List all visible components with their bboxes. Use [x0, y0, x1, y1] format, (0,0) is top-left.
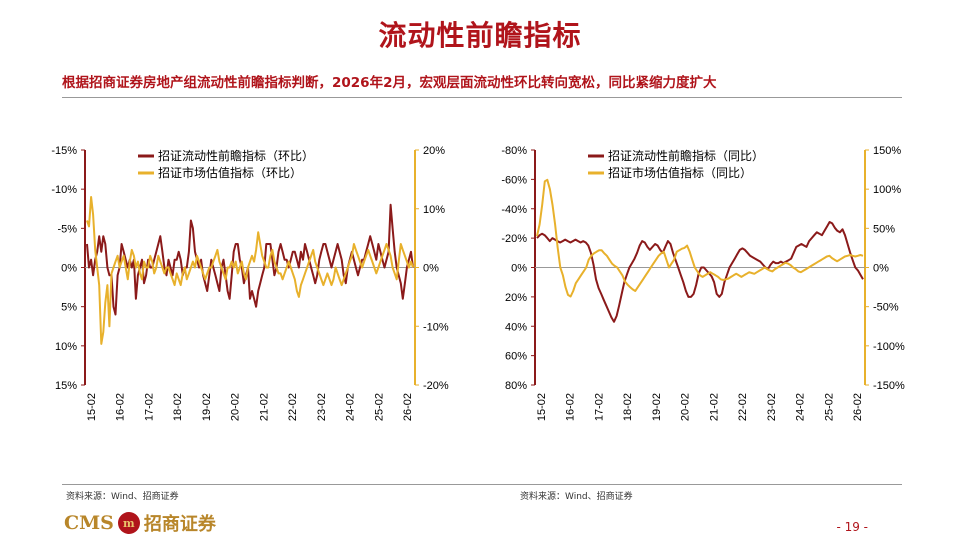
left-chart-x-tick-label: 21-02: [258, 393, 270, 421]
left-chart-legend-label-liquidity: 招证流动性前瞻指标（环比）: [158, 148, 314, 163]
right-chart-x-tick-label: 18-02: [622, 393, 634, 421]
right-chart-x-tick-label: 22-02: [737, 393, 749, 421]
left-chart-right-tick-label: -10%: [423, 321, 449, 333]
right-chart-x-tick-label: 15-02: [536, 393, 548, 421]
left-chart-left-tick-label: -15%: [51, 145, 77, 157]
right-chart-legend-label-valuation: 招证市场估值指标（同比）: [608, 165, 752, 180]
right-chart-series-valuation-line: [536, 178, 864, 298]
right-chart-x-tick-label: 26-02: [852, 393, 864, 421]
chart-right: -80% -60% -40% -20% 0% 20% 40% 60% 80% 150% 100% 50…: [501, 145, 905, 421]
right-chart-left-tick-label: -60%: [501, 174, 527, 186]
left-chart-x-tick-label: 26-02: [402, 393, 414, 421]
logo-cn-text: 招商证券: [143, 514, 216, 535]
left-chart-left-tick-label: 15%: [55, 380, 77, 392]
left-chart-x-tick-label: 16-02: [115, 393, 127, 421]
left-chart-right-tick-label: 10%: [423, 204, 445, 216]
page-subtitle: 根据招商证券房地产组流动性前瞻指标判断，2026年2月，宏观层面流动性环比转向宽…: [62, 75, 717, 91]
right-chart-x-tick-label: 17-02: [593, 393, 605, 421]
left-chart-right-tick-label: -20%: [423, 380, 449, 392]
right-chart-right-tick-label: 100%: [873, 184, 901, 196]
left-chart-x-tick-label: 23-02: [316, 393, 328, 421]
right-chart-x-tick-label: 19-02: [651, 393, 663, 421]
left-chart-left-tick-label: 0%: [61, 263, 77, 275]
right-chart-x-tick-label: 20-02: [680, 393, 692, 421]
right-chart-right-tick-label: -100%: [873, 341, 905, 353]
left-chart-x-tick-label: 17-02: [143, 393, 155, 421]
left-chart-left-tick-label: -5%: [57, 223, 77, 235]
bottom-divider: [62, 484, 902, 485]
chart-left: -15% -10% -5% 0% 5% 10% 15% 20% 10% 0% -10% -20% 15-…: [51, 145, 449, 421]
left-chart-right-tick-label: 20%: [423, 145, 445, 157]
left-chart-right-tick-label: 0%: [423, 263, 439, 275]
left-chart-x-tick-label: 15-02: [86, 393, 98, 421]
left-chart-series-liquidity-line: [86, 203, 414, 316]
left-chart-series-valuation-line: [86, 196, 414, 345]
cms-logo: CMS m 招商证券: [64, 510, 216, 536]
left-chart-left-tick-label: 5%: [61, 302, 77, 314]
right-chart-left-tick-label: 80%: [505, 380, 527, 392]
right-chart-left-tick-label: -40%: [501, 204, 527, 216]
right-chart-right-tick-label: 150%: [873, 145, 901, 157]
left-chart-x-tick-label: 25-02: [373, 393, 385, 421]
page-title: 流动性前瞻指标: [378, 19, 582, 52]
left-chart-legend-label-valuation: 招证市场估值指标（环比）: [158, 165, 302, 180]
right-chart-right-tick-label: 0%: [873, 263, 889, 275]
right-chart-series-liquidity-line: [536, 221, 864, 323]
left-chart-x-tick-label: 19-02: [201, 393, 213, 421]
right-chart-left-tick-label: 20%: [505, 292, 527, 304]
left-chart-x-tick-label: 22-02: [287, 393, 299, 421]
left-chart-x-tick-label: 18-02: [172, 393, 184, 421]
source-note-right: 资料来源：Wind、招商证券: [520, 492, 633, 502]
right-chart-left-tick-label: 0%: [511, 263, 527, 275]
left-chart-left-tick-label: 10%: [55, 341, 77, 353]
right-chart-x-tick-label: 21-02: [708, 393, 720, 421]
left-chart-left-tick-label: -10%: [51, 184, 77, 196]
left-chart-x-tick-label: 24-02: [345, 393, 357, 421]
logo-cms-text: CMS: [64, 512, 114, 534]
right-chart-left-tick-label: -20%: [501, 233, 527, 245]
right-chart-left-tick-label: 60%: [505, 351, 527, 363]
right-chart-x-tick-label: 16-02: [565, 393, 577, 421]
top-divider: [62, 97, 902, 98]
right-chart-right-tick-label: -150%: [873, 380, 905, 392]
right-chart-right-tick-label: -50%: [873, 302, 899, 314]
right-chart-left-tick-label: 40%: [505, 321, 527, 333]
logo-mark-icon: m: [117, 512, 140, 534]
left-chart-x-tick-label: 20-02: [230, 393, 242, 421]
right-chart-x-tick-label: 23-02: [766, 393, 778, 421]
right-chart-x-tick-label: 25-02: [823, 393, 835, 421]
right-chart-left-tick-label: -80%: [501, 145, 527, 157]
right-chart-x-tick-label: 24-02: [795, 393, 807, 421]
right-chart-legend-label-liquidity: 招证流动性前瞻指标（同比）: [608, 148, 764, 163]
page-number: - 19 -: [836, 520, 868, 534]
right-chart-right-tick-label: 50%: [873, 223, 895, 235]
source-note-left: 资料来源：Wind、招商证券: [66, 492, 179, 502]
